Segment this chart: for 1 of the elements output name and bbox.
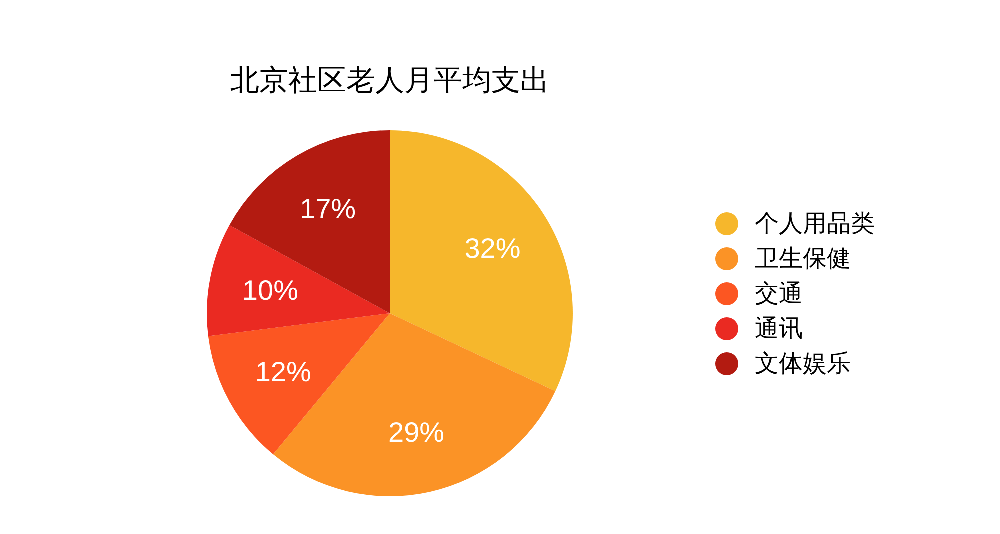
- title: 北京社区老人月平均支出: [230, 65, 550, 97]
